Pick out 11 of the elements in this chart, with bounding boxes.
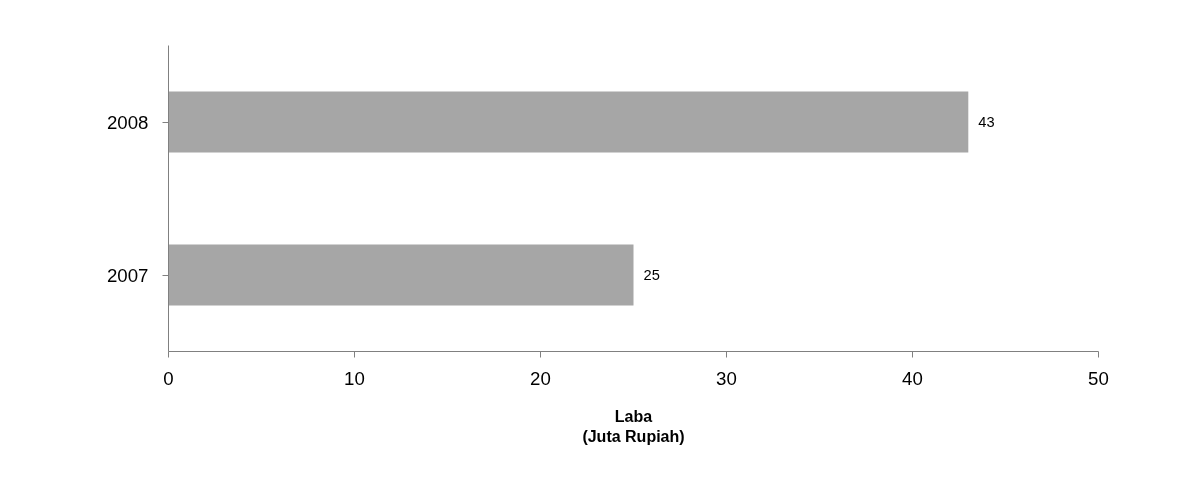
x-tick-label: 50 [1088,367,1109,389]
data-label: 25 [643,267,660,283]
x-tick-label: 20 [530,367,551,389]
x-tick-label: 30 [716,367,737,389]
x-tick-label: 40 [902,367,923,389]
x-tick-label: 0 [163,367,174,389]
x-axis-title: Laba (Juta Rupiah) [582,407,685,445]
y-tick-label: 2007 [107,264,149,286]
data-label: 43 [978,114,995,130]
x-tick-label: 10 [344,367,365,389]
y-tick-label: 2008 [107,111,149,133]
